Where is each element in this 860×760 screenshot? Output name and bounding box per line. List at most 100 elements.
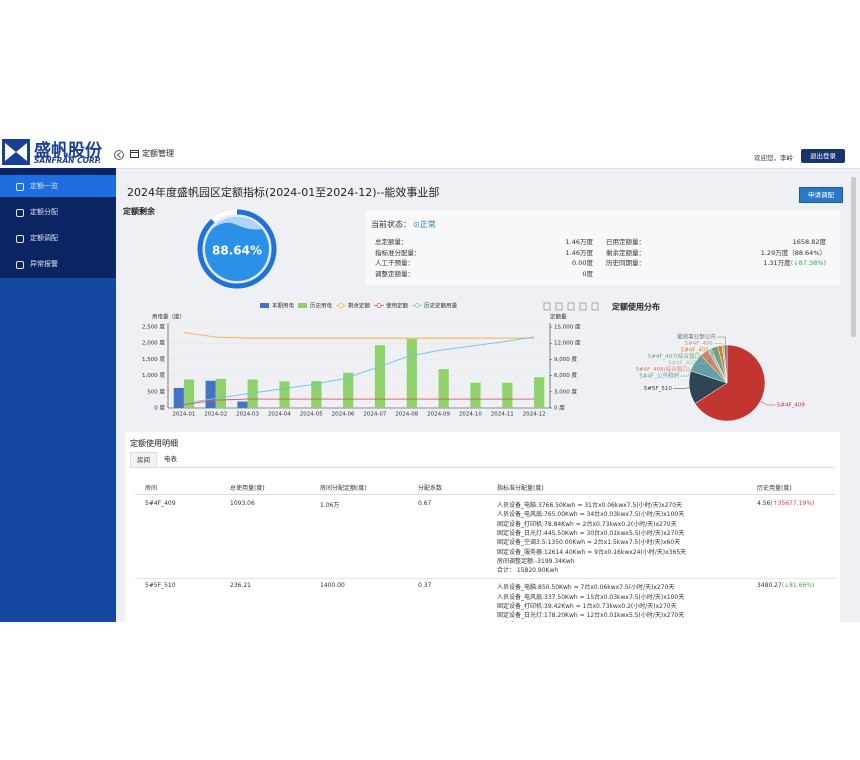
cell-line: 固定设备_空调4,900.00Kwh = 2台x1kwx7.5(小时/天)x60… bbox=[497, 620, 665, 623]
legend-dot bbox=[376, 303, 382, 308]
stat-label: 调整定额量： bbox=[375, 269, 414, 278]
tab[interactable]: 电表 bbox=[164, 455, 177, 463]
history-change: (↓81.66%) bbox=[781, 582, 815, 590]
pie-label: 5#4F_403 bbox=[668, 361, 697, 367]
line bbox=[183, 336, 535, 404]
status-label: 当前状态： bbox=[371, 220, 411, 229]
menu-item[interactable]: 定额分配 bbox=[0, 201, 116, 223]
bar bbox=[470, 382, 481, 408]
apply-text: 申请调配 bbox=[808, 191, 834, 199]
logo-sub: SANFRAN CORP. bbox=[34, 156, 102, 165]
toolbox-icon[interactable] bbox=[543, 302, 551, 311]
bar bbox=[374, 345, 386, 408]
welcome: 欢迎您，李岭 bbox=[754, 154, 793, 162]
menu-item[interactable]: 异常报警 bbox=[0, 253, 116, 275]
toolbox-icon[interactable] bbox=[567, 302, 575, 311]
stat-label: 指标准分配量： bbox=[375, 248, 421, 257]
pie-slice[interactable] bbox=[694, 344, 766, 422]
legend-label[interactable]: 历史用电 bbox=[310, 302, 333, 310]
stat-value: 1.46万度 bbox=[565, 248, 593, 257]
toolbox-icon[interactable] bbox=[591, 302, 599, 311]
y-tick-label: 1,000 度 bbox=[142, 371, 165, 379]
pie-leader bbox=[680, 362, 696, 377]
cell: 4.56(↑35677.19%) bbox=[757, 500, 814, 507]
sidebar: 定额一览定额分配定额调配异常报警 bbox=[0, 168, 116, 622]
legend-swatch bbox=[260, 303, 269, 308]
menu-icon bbox=[16, 209, 24, 217]
x-tick-label: 2024-08 bbox=[395, 412, 418, 418]
tab[interactable]: 房间 bbox=[130, 452, 157, 467]
gauge-label: 88.64% bbox=[212, 244, 262, 258]
usage-chart: 用电量（度） 定额量 0 度 500 度 1,000 度 1,500 度 2,000 度 2,… bbox=[142, 302, 599, 418]
column-header: 分配系数 bbox=[418, 485, 443, 492]
stat-value: 1.31万度(↓87.38%) bbox=[763, 257, 826, 267]
logout-button[interactable]: 退出登录 bbox=[801, 149, 845, 163]
menu-text: 定额一览 bbox=[30, 182, 58, 190]
history-change: (↑35677.19%) bbox=[770, 500, 815, 507]
stat-number: 1658.82度 bbox=[792, 238, 826, 246]
stat-label: 已用定额量： bbox=[606, 238, 645, 246]
cell-line: 人员设备_电脑:850.50Kwh = 7台x0.06kwx7.5(小时/天)x… bbox=[497, 584, 675, 592]
cell-line: 固定设备_日光灯:178.20Kwh = 12台x0.01kwx5.5(小时/天… bbox=[497, 612, 685, 620]
bar bbox=[237, 401, 248, 408]
menu-item[interactable]: 定额一览 bbox=[0, 175, 116, 197]
apply-button[interactable]: 申请调配 bbox=[799, 187, 843, 203]
legend-label[interactable]: 本期用电 bbox=[272, 302, 295, 310]
legend-dot bbox=[338, 303, 344, 308]
column-header: 房间分配定额(度) bbox=[320, 485, 367, 492]
menu: 定额一览定额分配定额调配异常报警 bbox=[0, 168, 116, 278]
pie-label: 5#4F_407(综合窗口) bbox=[648, 352, 702, 360]
y2-tick-label: 12,000 度 bbox=[554, 339, 581, 347]
menu-icon bbox=[16, 183, 24, 191]
cell-line: 固定设备_服务器:12614.40Kwh = 9台x0.16kwx24(小时/天… bbox=[497, 548, 687, 556]
cell-line: 合计： 15820.90Kwh bbox=[497, 567, 559, 575]
status-text: 正常 bbox=[419, 220, 436, 229]
pie-label: 5#4F_公共照明 bbox=[639, 372, 679, 380]
y-tick-label: 500 度 bbox=[147, 387, 165, 395]
menu-text: 定额调配 bbox=[30, 234, 58, 242]
x-tick-label: 2024-03 bbox=[236, 412, 259, 418]
stat-label: 人工干预量： bbox=[375, 259, 414, 267]
back-icon[interactable] bbox=[114, 150, 124, 160]
stat-label: 历史同期量： bbox=[606, 259, 645, 267]
cell-line: 人员设备_电风扇:337.50Kwh = 15台x0.03kwx7.5(小时/天… bbox=[497, 593, 685, 601]
stat-value: 1.46万度 bbox=[565, 238, 593, 246]
y2-tick-label: 3,000 度 bbox=[554, 387, 577, 395]
y-tick-label: 0 度 bbox=[154, 404, 165, 412]
pie-label: 5#5F_510 bbox=[644, 386, 673, 392]
cell-line: 固定设备_打印机:39.42Kwh = 1台x0.73kwx0.2(小时/天)x… bbox=[497, 603, 677, 610]
toolbox-icon[interactable] bbox=[555, 302, 563, 311]
tab-underline bbox=[130, 467, 835, 468]
pie-slice[interactable] bbox=[723, 344, 728, 384]
x-tick-label: 2024-07 bbox=[363, 412, 386, 418]
pie-label: 5#4F_409 bbox=[777, 403, 806, 409]
menu-text: 异常报警 bbox=[30, 260, 58, 268]
section-title: 定额剩余 bbox=[123, 207, 155, 216]
history-value: 3480.27 bbox=[757, 582, 782, 590]
pie-leader bbox=[691, 352, 705, 370]
toolbox-icon[interactable] bbox=[579, 302, 587, 311]
x-tick-label: 2024-01 bbox=[172, 412, 195, 418]
cell: 5#5F_510 bbox=[145, 582, 176, 590]
pie-leader bbox=[697, 349, 710, 364]
legend-dot bbox=[414, 303, 420, 308]
legend-label[interactable]: 使用定额 bbox=[386, 302, 409, 310]
y-tick-label: 2,000 度 bbox=[142, 339, 165, 347]
legend-label[interactable]: 历史定额用量 bbox=[424, 302, 458, 310]
x-tick-label: 2024-09 bbox=[427, 412, 450, 418]
menu-item[interactable]: 定额调配 bbox=[0, 227, 116, 249]
header-rule bbox=[135, 494, 835, 495]
bar bbox=[279, 381, 290, 408]
pie-chart: 定额使用分布能效事业部公共5#4F_4065#4F_4055#4F_407(综合… bbox=[611, 302, 806, 422]
detail-panel: 定额使用明细 房间 电表 房间 总使用量(度) 房间分配定额(度) 分配系数 指标准分配量… bbox=[125, 432, 840, 622]
gauge-fill bbox=[205, 217, 269, 281]
pie-label: 5#4F_405 bbox=[681, 348, 710, 354]
cell: 5#4F_409 bbox=[145, 500, 176, 507]
logout-text: 退出登录 bbox=[810, 152, 836, 160]
legend-label[interactable]: 剩余定额 bbox=[348, 302, 371, 310]
y2-tick-label: 15,000 度 bbox=[554, 323, 581, 331]
menu-icon bbox=[16, 261, 24, 269]
cell: 1093.06 bbox=[230, 500, 255, 507]
x-tick-label: 2024-04 bbox=[268, 412, 291, 418]
